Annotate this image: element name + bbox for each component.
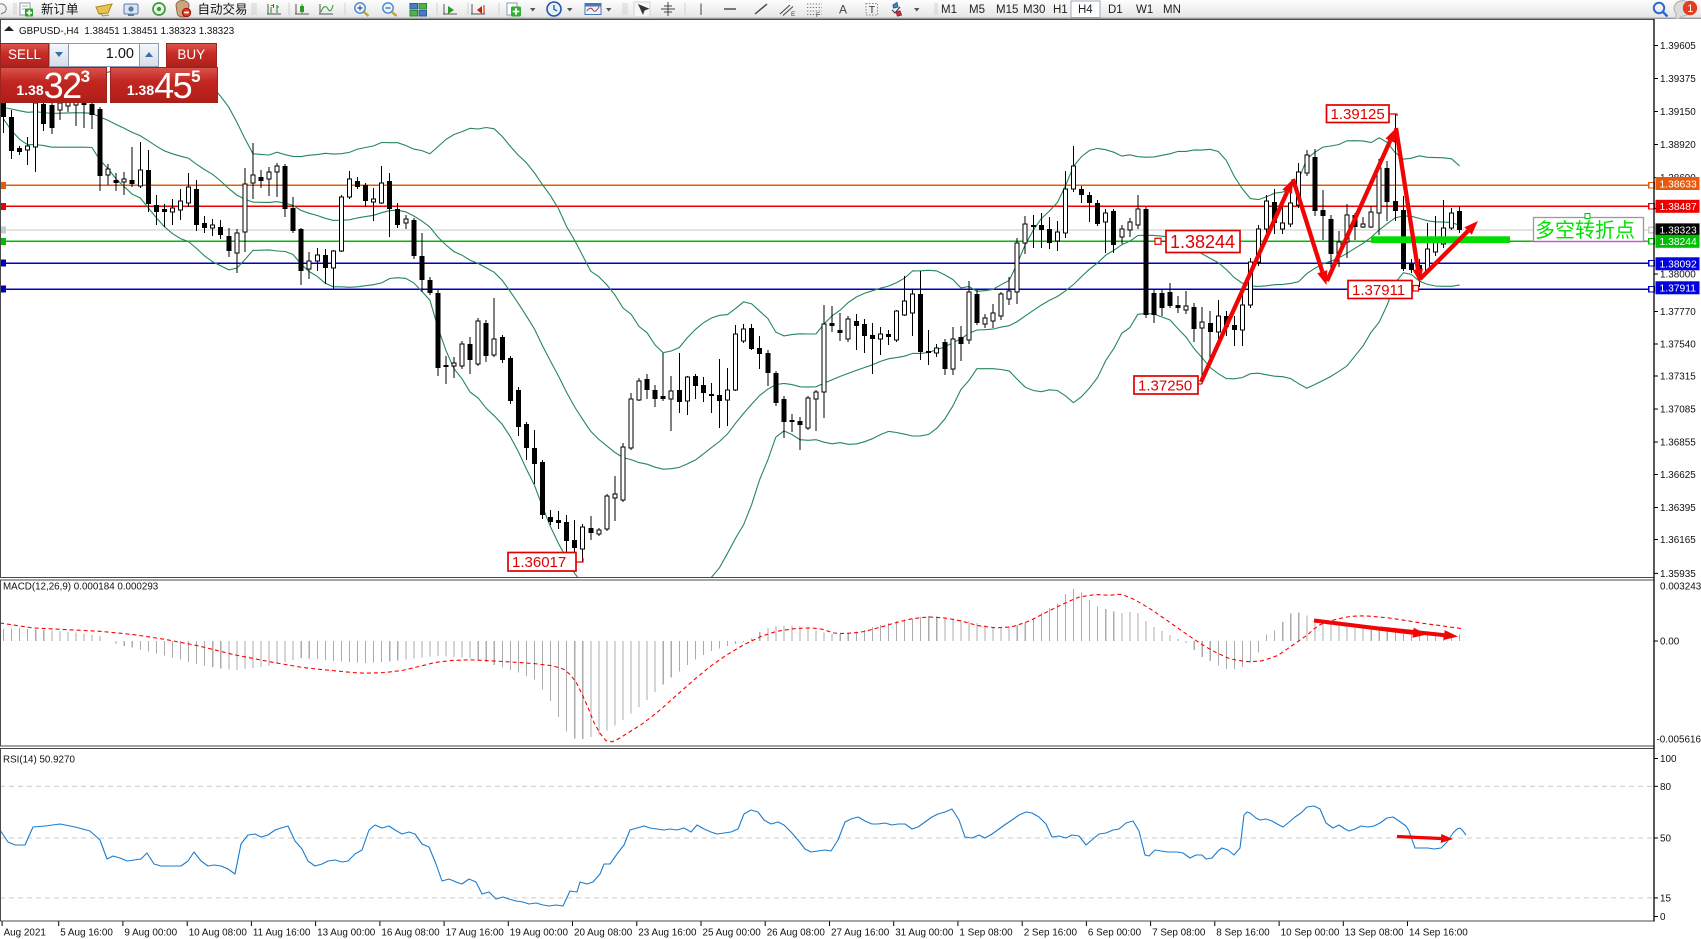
svg-text:0.003243: 0.003243 <box>1660 582 1701 593</box>
svg-text:M1: M1 <box>941 4 957 16</box>
svg-text:1.39605: 1.39605 <box>1660 41 1696 52</box>
svg-text:1.39150: 1.39150 <box>1660 107 1696 118</box>
svg-text:1 Sep 08:00: 1 Sep 08:00 <box>959 928 1013 939</box>
svg-text:H4: H4 <box>1078 4 1093 16</box>
svg-text:1.39375: 1.39375 <box>1660 74 1696 85</box>
svg-text:1.38244: 1.38244 <box>1170 232 1235 252</box>
svg-text:1.38920: 1.38920 <box>1660 140 1696 151</box>
svg-text:1.36625: 1.36625 <box>1660 470 1696 481</box>
svg-text:1.39125: 1.39125 <box>1331 106 1385 123</box>
svg-text:1.38633: 1.38633 <box>1660 179 1697 190</box>
svg-text:25 Aug 00:00: 25 Aug 00:00 <box>703 928 762 939</box>
svg-text:13 Sep 08:00: 13 Sep 08:00 <box>1345 928 1404 939</box>
svg-text:1.36855: 1.36855 <box>1660 438 1696 449</box>
svg-text:1.38487: 1.38487 <box>1660 202 1697 213</box>
svg-text:17 Aug 16:00: 17 Aug 16:00 <box>446 928 505 939</box>
svg-text:1.38000: 1.38000 <box>1660 270 1696 281</box>
svg-text:13 Aug 00:00: 13 Aug 00:00 <box>317 928 376 939</box>
svg-text:GBPUSD-,H4 1.38451 1.38451 1.: GBPUSD-,H4 1.38451 1.38451 1.38323 1.383… <box>19 26 235 37</box>
svg-text:14 Sep 16:00: 14 Sep 16:00 <box>1409 928 1468 939</box>
svg-text:23 Aug 16:00: 23 Aug 16:00 <box>638 928 697 939</box>
svg-text:1.37540: 1.37540 <box>1660 340 1696 351</box>
svg-text:1.38244: 1.38244 <box>1660 237 1697 248</box>
svg-text:1.36395: 1.36395 <box>1660 503 1696 514</box>
svg-text:1.37315: 1.37315 <box>1660 372 1696 383</box>
svg-text:M15: M15 <box>996 4 1018 16</box>
svg-text:1.36165: 1.36165 <box>1660 535 1696 546</box>
svg-text:1.35935: 1.35935 <box>1660 569 1696 580</box>
svg-text:1.36017: 1.36017 <box>512 554 566 571</box>
svg-text:E: E <box>791 11 796 18</box>
svg-text:1.37911: 1.37911 <box>1352 282 1405 299</box>
svg-text:1.38323: 1.38323 <box>1660 226 1697 237</box>
svg-text:1.37085: 1.37085 <box>1660 405 1696 416</box>
svg-text:MN: MN <box>1163 4 1181 16</box>
svg-text:80: 80 <box>1660 782 1671 793</box>
svg-text:1.37911: 1.37911 <box>1660 284 1697 295</box>
svg-text:8 Sep 16:00: 8 Sep 16:00 <box>1216 928 1270 939</box>
svg-text:26 Aug 08:00: 26 Aug 08:00 <box>767 928 826 939</box>
svg-text:10 Sep 00:00: 10 Sep 00:00 <box>1281 928 1340 939</box>
svg-text:MACD(12,26,9) 0.000184 0.00029: MACD(12,26,9) 0.000184 0.000293 <box>3 582 159 593</box>
svg-text:0: 0 <box>1660 912 1666 923</box>
svg-text:1: 1 <box>1687 3 1693 15</box>
svg-text:M30: M30 <box>1023 4 1045 16</box>
svg-text:D1: D1 <box>1108 4 1123 16</box>
svg-text:16 Aug 08:00: 16 Aug 08:00 <box>381 928 440 939</box>
svg-text:H1: H1 <box>1053 4 1068 16</box>
svg-text:W1: W1 <box>1136 4 1153 16</box>
svg-text:31 Aug 00:00: 31 Aug 00:00 <box>895 928 954 939</box>
svg-text:M5: M5 <box>969 4 985 16</box>
svg-text:7 Sep 08:00: 7 Sep 08:00 <box>1152 928 1206 939</box>
svg-text:1.37250: 1.37250 <box>1138 377 1192 394</box>
svg-text:自动交易: 自动交易 <box>198 2 248 17</box>
svg-text:9 Aug 00:00: 9 Aug 00:00 <box>124 928 177 939</box>
svg-text:6 Sep 00:00: 6 Sep 00:00 <box>1088 928 1142 939</box>
svg-text:27 Aug 16:00: 27 Aug 16:00 <box>831 928 890 939</box>
svg-text:19 Aug 00:00: 19 Aug 00:00 <box>510 928 569 939</box>
svg-text:11 Aug 16:00: 11 Aug 16:00 <box>253 928 311 939</box>
svg-text:5 Aug 16:00: 5 Aug 16:00 <box>60 928 113 939</box>
svg-text:F: F <box>816 12 820 19</box>
svg-text:100: 100 <box>1660 754 1677 765</box>
svg-text:RSI(14) 50.9270: RSI(14) 50.9270 <box>3 755 75 766</box>
svg-text:A: A <box>839 3 847 17</box>
svg-text:Aug 2021: Aug 2021 <box>4 928 47 939</box>
svg-text:2 Sep 16:00: 2 Sep 16:00 <box>1024 928 1078 939</box>
svg-text:多空转折点: 多空转折点 <box>1535 219 1635 242</box>
svg-text:20 Aug 08:00: 20 Aug 08:00 <box>574 928 633 939</box>
svg-text:1.38092: 1.38092 <box>1660 260 1697 271</box>
svg-text:0.00: 0.00 <box>1660 637 1680 648</box>
svg-text:1.37770: 1.37770 <box>1660 307 1696 318</box>
svg-text:15: 15 <box>1660 893 1671 904</box>
svg-text:T: T <box>869 4 876 16</box>
svg-text:-0.005616: -0.005616 <box>1657 735 1701 746</box>
svg-text:50: 50 <box>1660 834 1671 845</box>
svg-text:10 Aug 08:00: 10 Aug 08:00 <box>189 928 248 939</box>
svg-text:新订单: 新订单 <box>41 2 79 17</box>
